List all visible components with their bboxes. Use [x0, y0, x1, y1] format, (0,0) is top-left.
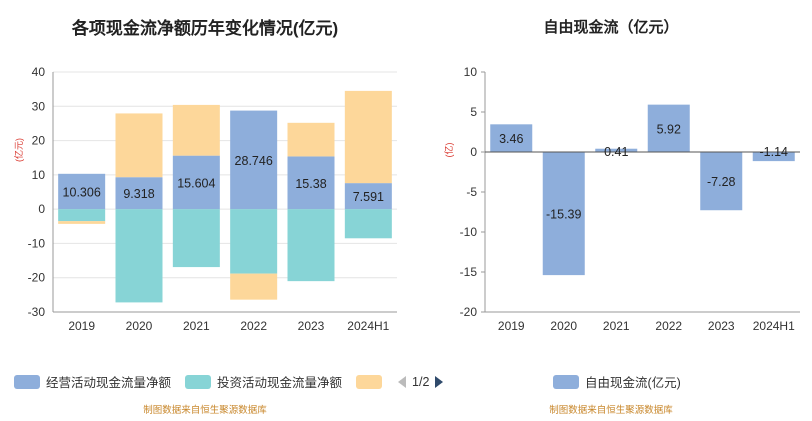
- legend-item-operating[interactable]: 经营活动现金流量净额: [14, 372, 171, 391]
- legend-pager: 1/2: [398, 374, 444, 389]
- data-label: 9.318: [123, 187, 154, 201]
- data-label: -7.28: [707, 175, 736, 189]
- x-tick-label: 2023: [298, 319, 325, 333]
- data-label: 7.591: [353, 190, 384, 204]
- data-label: -1.14: [760, 145, 789, 159]
- bar: [647, 104, 690, 152]
- x-tick-label: 2024H1: [753, 319, 795, 333]
- bar-series-1: [230, 209, 278, 274]
- y-tick-label: -20: [28, 271, 46, 285]
- bar-series-2: [287, 122, 335, 157]
- x-tick-label: 2020: [126, 319, 153, 333]
- data-source-note-right: 制图数据来自恒生聚源数据库: [549, 405, 673, 416]
- bar: [752, 152, 795, 162]
- fcf-chart-title: 自由现金流（亿元）: [543, 19, 679, 36]
- bar-series-0: [344, 183, 392, 210]
- legend-next-page-icon[interactable]: [435, 375, 444, 388]
- legend-item-financing[interactable]: [356, 374, 388, 389]
- data-label: 10.306: [63, 185, 101, 199]
- data-label: -15.39: [546, 208, 581, 222]
- data-label: 3.46: [499, 132, 523, 146]
- legend-swatch-operating: [14, 374, 40, 389]
- legend-label-fcf: 自由现金流(亿元): [585, 376, 681, 390]
- legend-page-indicator: 1/2: [412, 374, 430, 389]
- bar: [490, 124, 533, 152]
- x-tick-label: 2020: [550, 319, 577, 333]
- data-label: 15.38: [295, 177, 326, 191]
- x-tick-label: 2019: [498, 319, 525, 333]
- x-tick-label: 2022: [240, 319, 267, 333]
- x-tick-label: 2022: [655, 319, 682, 333]
- bar-series-1: [58, 209, 106, 222]
- data-label: 0.41: [604, 145, 628, 159]
- x-tick-label: 2023: [708, 319, 735, 333]
- data-label: 28.746: [235, 154, 273, 168]
- bar-series-1: [287, 209, 335, 282]
- data-label: 5.92: [657, 122, 681, 136]
- y-tick-label: 0: [38, 202, 45, 216]
- y-tick-label: 10: [464, 65, 478, 79]
- legend-swatch-investing: [185, 374, 212, 389]
- data-source-note: 制图数据来自恒生聚源数据库: [143, 405, 267, 416]
- cashflow-chart-legend: 经营活动现金流量净额 投资活动现金流量净额 1/2: [14, 372, 444, 391]
- y-tick-label: -15: [460, 265, 478, 279]
- bar: [595, 148, 638, 152]
- y-tick-label: 0: [470, 145, 477, 159]
- cashflow-chart-title: 各项现金流净额历年变化情况(亿元): [71, 19, 339, 38]
- bar-series-1: [172, 209, 220, 268]
- bar-series-2: [172, 104, 220, 156]
- y-tick-label: 5: [470, 105, 477, 119]
- x-tick-label: 2021: [603, 319, 630, 333]
- y-tick-label: 10: [32, 168, 46, 182]
- bar: [700, 152, 743, 211]
- fcf-chart-legend: 自由现金流(亿元): [553, 372, 695, 391]
- legend-swatch-financing: [356, 374, 383, 389]
- y-tick-label: -30: [28, 305, 46, 319]
- x-tick-label: 2024H1: [347, 319, 389, 333]
- x-tick-label: 2021: [183, 319, 210, 333]
- y-tick-label: 40: [32, 65, 46, 79]
- y-tick-label: 30: [32, 99, 46, 113]
- bar-series-0: [287, 156, 335, 210]
- bar-series-2: [344, 90, 392, 184]
- y-axis-label: (亿): [443, 143, 454, 158]
- legend-label-operating: 经营活动现金流量净额: [46, 376, 172, 390]
- bar-series-2: [115, 113, 163, 178]
- y-tick-label: -20: [460, 305, 478, 319]
- cashflow-chart-panel: 各项现金流净额历年变化情况(亿元) 40 30 20 10 0 -10 -20 -30 2019…: [13, 19, 444, 416]
- bar-series-1: [115, 209, 163, 303]
- legend-item-fcf[interactable]: 自由现金流(亿元): [553, 372, 681, 391]
- x-tick-label: 2019: [68, 319, 95, 333]
- legend-label-investing: 投资活动现金流量净额: [217, 376, 343, 390]
- bar-series-0: [115, 177, 163, 210]
- y-tick-label: -5: [466, 185, 477, 199]
- legend-item-investing[interactable]: 投资活动现金流量净额: [185, 372, 342, 391]
- bar-series-2: [230, 273, 278, 300]
- bar-series-2: [58, 221, 106, 224]
- bar-series-0: [172, 155, 220, 210]
- legend-prev-page-icon[interactable]: [398, 375, 407, 388]
- bar-series-0: [58, 173, 106, 210]
- legend-swatch-fcf: [553, 374, 579, 389]
- y-tick-label: -10: [28, 236, 46, 250]
- bar-series-0: [230, 110, 278, 210]
- bar-series-1: [344, 209, 392, 239]
- y-tick-label: -10: [460, 225, 478, 239]
- fcf-chart-plot: 10 5 0 -5 -10 -15 -20 2019 2020 2021 2022 2023 2024H…: [443, 65, 800, 333]
- y-tick-label: 20: [32, 134, 46, 148]
- y-axis-label: (亿元): [13, 138, 24, 162]
- bar: [542, 152, 585, 276]
- cashflow-chart-plot: 40 30 20 10 0 -10 -20 -30 2019 2020 2021 2022 2023 20…: [13, 65, 397, 333]
- data-label: 15.604: [177, 176, 215, 190]
- fcf-chart-panel: 自由现金流（亿元） 10 5 0 -5 -10 -15 -20 2019 2020 2021 202…: [410, 0, 812, 421]
